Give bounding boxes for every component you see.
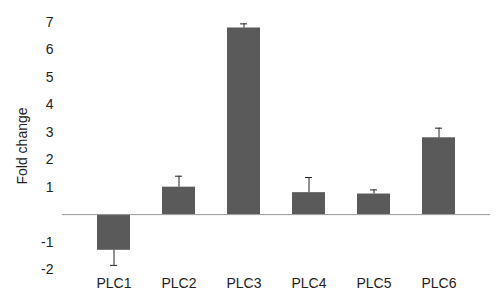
svg-text:6: 6	[46, 41, 54, 57]
svg-text:4: 4	[46, 96, 54, 112]
svg-text:PLC5: PLC5	[356, 275, 391, 291]
svg-text:PLC4: PLC4	[291, 275, 326, 291]
svg-text:1: 1	[46, 179, 54, 195]
svg-text:PLC1: PLC1	[96, 275, 131, 291]
svg-text:3: 3	[46, 124, 54, 140]
svg-text:PLC2: PLC2	[161, 275, 196, 291]
svg-text:Fold change: Fold change	[14, 107, 30, 184]
svg-text:7: 7	[46, 14, 54, 30]
svg-text:5: 5	[46, 69, 54, 85]
svg-text:2: 2	[46, 151, 54, 167]
svg-text:-1: -1	[41, 234, 54, 250]
svg-text:-2: -2	[41, 261, 54, 277]
svg-text:PLC6: PLC6	[421, 275, 456, 291]
svg-text:PLC3: PLC3	[226, 275, 261, 291]
